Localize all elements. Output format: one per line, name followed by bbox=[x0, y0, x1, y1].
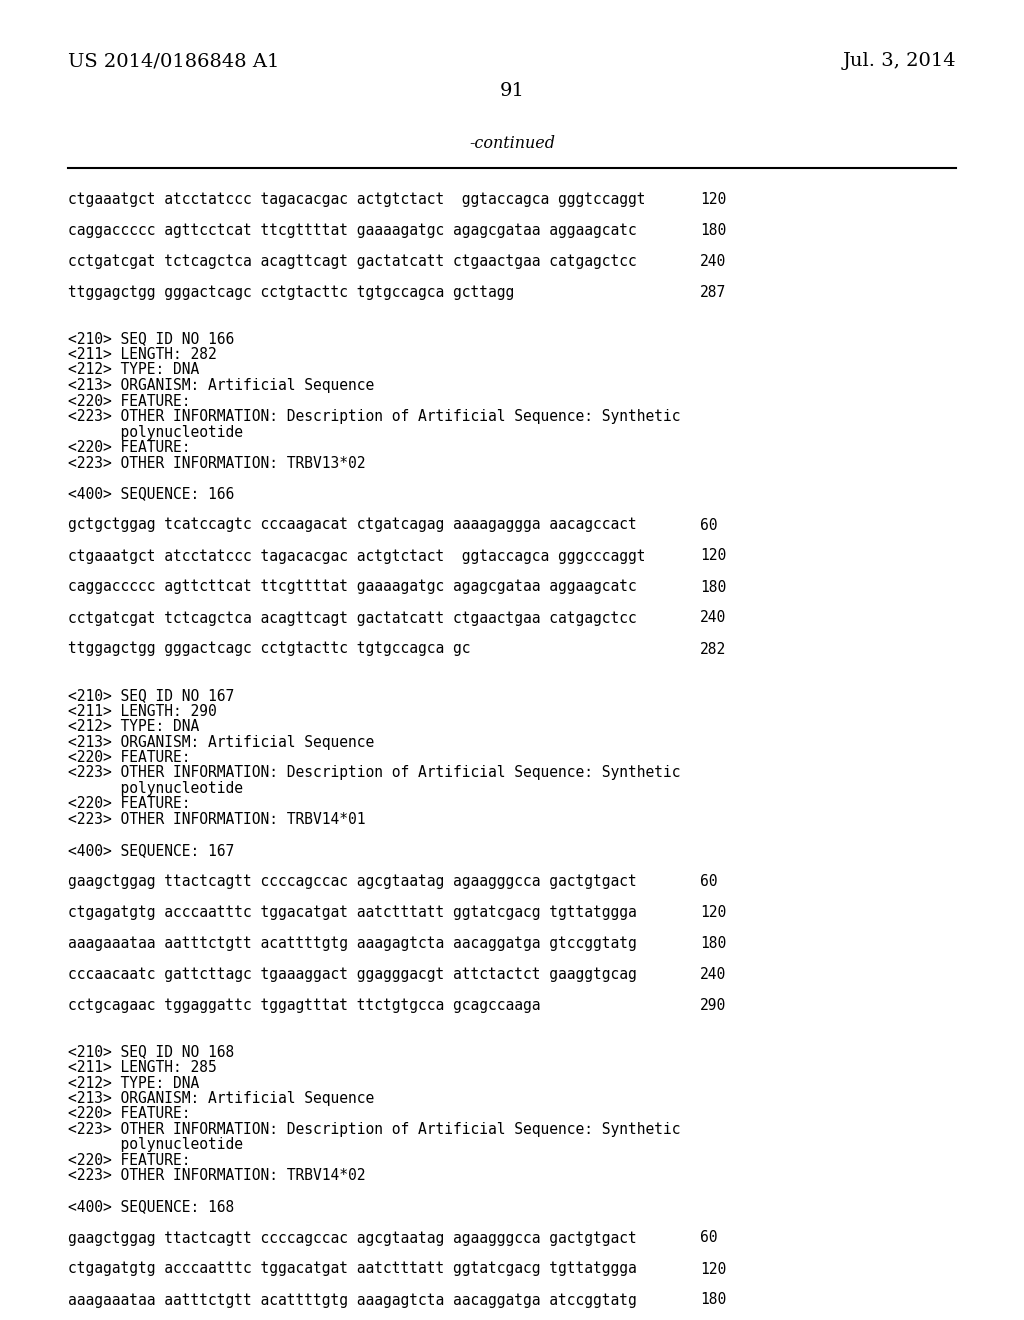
Text: polynucleotide: polynucleotide bbox=[68, 1138, 243, 1152]
Text: ctgaaatgct atcctatccc tagacacgac actgtctact  ggtaccagca gggtccaggt: ctgaaatgct atcctatccc tagacacgac actgtct… bbox=[68, 191, 645, 207]
Text: 287: 287 bbox=[700, 285, 726, 300]
Text: polynucleotide: polynucleotide bbox=[68, 425, 243, 440]
Text: ctgaaatgct atcctatccc tagacacgac actgtctact  ggtaccagca gggcccaggt: ctgaaatgct atcctatccc tagacacgac actgtct… bbox=[68, 549, 645, 564]
Text: polynucleotide: polynucleotide bbox=[68, 781, 243, 796]
Text: ctgagatgtg acccaatttc tggacatgat aatctttatt ggtatcgacg tgttatggga: ctgagatgtg acccaatttc tggacatgat aatcttt… bbox=[68, 906, 637, 920]
Text: <220> FEATURE:: <220> FEATURE: bbox=[68, 1152, 190, 1168]
Text: 180: 180 bbox=[700, 1292, 726, 1308]
Text: <210> SEQ ID NO 166: <210> SEQ ID NO 166 bbox=[68, 331, 234, 346]
Text: Jul. 3, 2014: Jul. 3, 2014 bbox=[843, 51, 956, 70]
Text: US 2014/0186848 A1: US 2014/0186848 A1 bbox=[68, 51, 280, 70]
Text: <213> ORGANISM: Artificial Sequence: <213> ORGANISM: Artificial Sequence bbox=[68, 378, 374, 393]
Text: <211> LENGTH: 285: <211> LENGTH: 285 bbox=[68, 1060, 217, 1074]
Text: 282: 282 bbox=[700, 642, 726, 656]
Text: 240: 240 bbox=[700, 968, 726, 982]
Text: <213> ORGANISM: Artificial Sequence: <213> ORGANISM: Artificial Sequence bbox=[68, 734, 374, 750]
Text: <400> SEQUENCE: 166: <400> SEQUENCE: 166 bbox=[68, 487, 234, 502]
Text: <212> TYPE: DNA: <212> TYPE: DNA bbox=[68, 363, 200, 378]
Text: 180: 180 bbox=[700, 223, 726, 238]
Text: <223> OTHER INFORMATION: Description of Artificial Sequence: Synthetic: <223> OTHER INFORMATION: Description of … bbox=[68, 766, 681, 780]
Text: cctgatcgat tctcagctca acagttcagt gactatcatt ctgaactgaa catgagctcc: cctgatcgat tctcagctca acagttcagt gactatc… bbox=[68, 610, 637, 626]
Text: gaagctggag ttactcagtt ccccagccac agcgtaatag agaagggcca gactgtgact: gaagctggag ttactcagtt ccccagccac agcgtaa… bbox=[68, 874, 637, 888]
Text: cccaacaatc gattcttagc tgaaaggact ggagggacgt attctactct gaaggtgcag: cccaacaatc gattcttagc tgaaaggact ggaggga… bbox=[68, 968, 637, 982]
Text: <212> TYPE: DNA: <212> TYPE: DNA bbox=[68, 1076, 200, 1090]
Text: <223> OTHER INFORMATION: TRBV14*02: <223> OTHER INFORMATION: TRBV14*02 bbox=[68, 1168, 366, 1184]
Text: 120: 120 bbox=[700, 549, 726, 564]
Text: gctgctggag tcatccagtc cccaagacat ctgatcagag aaaagaggga aacagccact: gctgctggag tcatccagtc cccaagacat ctgatca… bbox=[68, 517, 637, 532]
Text: 60: 60 bbox=[700, 1230, 718, 1246]
Text: <223> OTHER INFORMATION: TRBV14*01: <223> OTHER INFORMATION: TRBV14*01 bbox=[68, 812, 366, 828]
Text: <220> FEATURE:: <220> FEATURE: bbox=[68, 440, 190, 455]
Text: <223> OTHER INFORMATION: TRBV13*02: <223> OTHER INFORMATION: TRBV13*02 bbox=[68, 455, 366, 470]
Text: <400> SEQUENCE: 168: <400> SEQUENCE: 168 bbox=[68, 1200, 234, 1214]
Text: caggaccccc agttcctcat ttcgttttat gaaaagatgc agagcgataa aggaagcatc: caggaccccc agttcctcat ttcgttttat gaaaaga… bbox=[68, 223, 637, 238]
Text: <220> FEATURE:: <220> FEATURE: bbox=[68, 750, 190, 766]
Text: 91: 91 bbox=[500, 82, 524, 100]
Text: aaagaaataa aatttctgtt acattttgtg aaagagtcta aacaggatga gtccggtatg: aaagaaataa aatttctgtt acattttgtg aaagagt… bbox=[68, 936, 637, 950]
Text: 60: 60 bbox=[700, 517, 718, 532]
Text: gaagctggag ttactcagtt ccccagccac agcgtaatag agaagggcca gactgtgact: gaagctggag ttactcagtt ccccagccac agcgtaa… bbox=[68, 1230, 637, 1246]
Text: caggaccccc agttcttcat ttcgttttat gaaaagatgc agagcgataa aggaagcatc: caggaccccc agttcttcat ttcgttttat gaaaaga… bbox=[68, 579, 637, 594]
Text: ctgagatgtg acccaatttc tggacatgat aatctttatt ggtatcgacg tgttatggga: ctgagatgtg acccaatttc tggacatgat aatcttt… bbox=[68, 1262, 637, 1276]
Text: <220> FEATURE:: <220> FEATURE: bbox=[68, 1106, 190, 1122]
Text: 120: 120 bbox=[700, 1262, 726, 1276]
Text: 60: 60 bbox=[700, 874, 718, 888]
Text: <223> OTHER INFORMATION: Description of Artificial Sequence: Synthetic: <223> OTHER INFORMATION: Description of … bbox=[68, 1122, 681, 1137]
Text: -continued: -continued bbox=[469, 135, 555, 152]
Text: <212> TYPE: DNA: <212> TYPE: DNA bbox=[68, 719, 200, 734]
Text: <211> LENGTH: 282: <211> LENGTH: 282 bbox=[68, 347, 217, 362]
Text: <220> FEATURE:: <220> FEATURE: bbox=[68, 393, 190, 408]
Text: cctgatcgat tctcagctca acagttcagt gactatcatt ctgaactgaa catgagctcc: cctgatcgat tctcagctca acagttcagt gactatc… bbox=[68, 253, 637, 269]
Text: ttggagctgg gggactcagc cctgtacttc tgtgccagca gcttagg: ttggagctgg gggactcagc cctgtacttc tgtgcca… bbox=[68, 285, 514, 300]
Text: 120: 120 bbox=[700, 906, 726, 920]
Text: <211> LENGTH: 290: <211> LENGTH: 290 bbox=[68, 704, 217, 718]
Text: ttggagctgg gggactcagc cctgtacttc tgtgccagca gc: ttggagctgg gggactcagc cctgtacttc tgtgcca… bbox=[68, 642, 470, 656]
Text: 290: 290 bbox=[700, 998, 726, 1012]
Text: 240: 240 bbox=[700, 610, 726, 626]
Text: <213> ORGANISM: Artificial Sequence: <213> ORGANISM: Artificial Sequence bbox=[68, 1092, 374, 1106]
Text: 180: 180 bbox=[700, 936, 726, 950]
Text: 240: 240 bbox=[700, 253, 726, 269]
Text: <220> FEATURE:: <220> FEATURE: bbox=[68, 796, 190, 812]
Text: aaagaaataa aatttctgtt acattttgtg aaagagtcta aacaggatga atccggtatg: aaagaaataa aatttctgtt acattttgtg aaagagt… bbox=[68, 1292, 637, 1308]
Text: <400> SEQUENCE: 167: <400> SEQUENCE: 167 bbox=[68, 843, 234, 858]
Text: 180: 180 bbox=[700, 579, 726, 594]
Text: <210> SEQ ID NO 168: <210> SEQ ID NO 168 bbox=[68, 1044, 234, 1060]
Text: cctgcagaac tggaggattc tggagtttat ttctgtgcca gcagccaaga: cctgcagaac tggaggattc tggagtttat ttctgtg… bbox=[68, 998, 541, 1012]
Text: <223> OTHER INFORMATION: Description of Artificial Sequence: Synthetic: <223> OTHER INFORMATION: Description of … bbox=[68, 409, 681, 424]
Text: 120: 120 bbox=[700, 191, 726, 207]
Text: <210> SEQ ID NO 167: <210> SEQ ID NO 167 bbox=[68, 688, 234, 704]
